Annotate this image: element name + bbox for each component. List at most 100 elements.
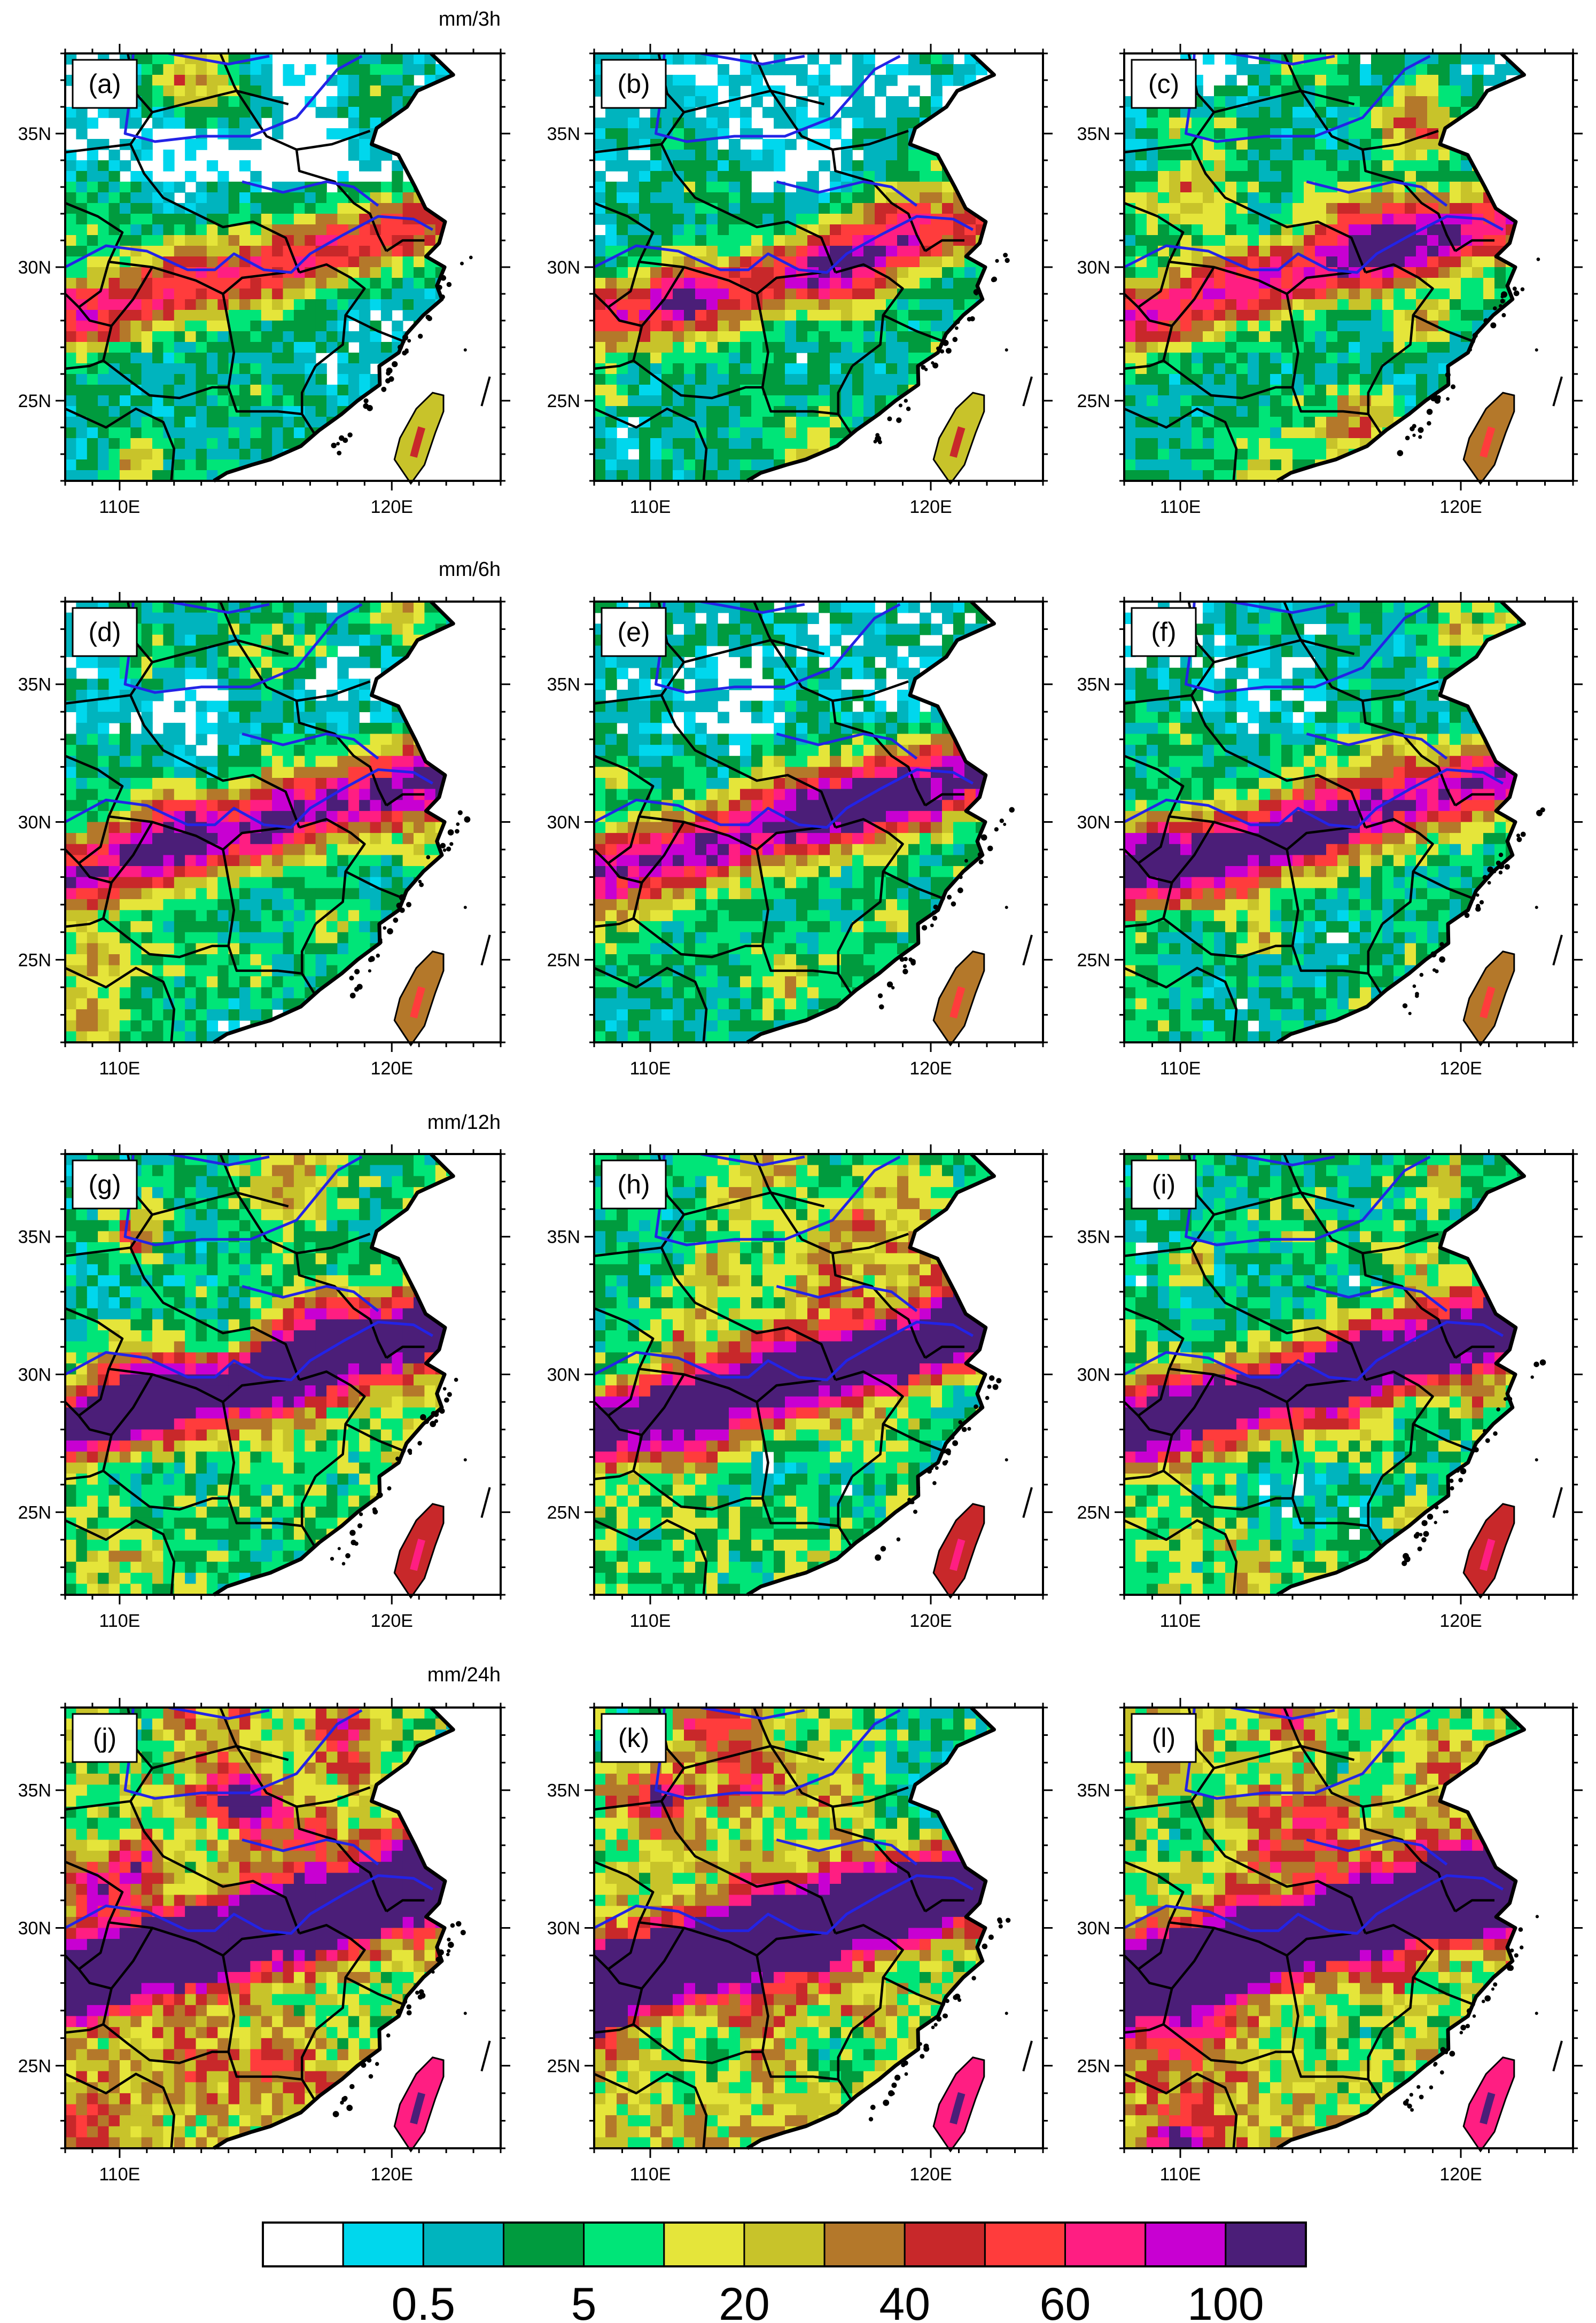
- precip-cell: [283, 289, 294, 300]
- precip-cell: [65, 331, 77, 342]
- precip-cell: [796, 289, 808, 300]
- precip-cell: [283, 331, 294, 342]
- precip-cell: [272, 438, 284, 449]
- precip-cell: [774, 267, 785, 278]
- precip-cell: [920, 267, 931, 278]
- precip-cell: [1472, 182, 1484, 193]
- precip-cell: [1315, 427, 1327, 439]
- precip-cell: [1270, 299, 1282, 310]
- precip-cell: [392, 53, 403, 65]
- precip-cell: [87, 374, 98, 385]
- precip-cell: [108, 331, 120, 342]
- coastal-island: [1483, 318, 1489, 324]
- precip-cell: [141, 385, 153, 396]
- precip-cell: [315, 374, 327, 385]
- precip-cell: [380, 85, 393, 97]
- precip-cell: [1427, 363, 1439, 375]
- precip-cell: [152, 214, 164, 225]
- precip-cell: [706, 353, 718, 364]
- precip-cell: [315, 331, 327, 342]
- precip-cell: [1405, 256, 1416, 268]
- precip-cell: [1259, 299, 1271, 310]
- precip-cell: [348, 267, 360, 278]
- precip-cell: [650, 150, 662, 161]
- precip-cell: [1461, 96, 1473, 107]
- precip-cell: [1281, 438, 1293, 449]
- precip-cell: [359, 623, 371, 635]
- precip-cell: [1349, 256, 1360, 268]
- precip-cell: [751, 203, 763, 214]
- precip-cell: [152, 602, 164, 613]
- precip-cell: [163, 406, 175, 417]
- precip-cell: [1382, 395, 1394, 407]
- precip-cell: [196, 64, 207, 75]
- precip-cell: [196, 299, 207, 310]
- precip-cell: [807, 374, 819, 385]
- precip-cell: [706, 182, 718, 193]
- lat-tick-label: 30N: [547, 258, 580, 278]
- precip-cell: [141, 321, 153, 332]
- precip-cell: [841, 224, 853, 236]
- coastal-island: [1426, 409, 1433, 415]
- precip-cell: [1315, 203, 1327, 214]
- precip-cell: [1236, 470, 1248, 481]
- precip-cell: [841, 256, 853, 268]
- precip-cell: [141, 64, 153, 75]
- precip-cell: [402, 75, 414, 86]
- precip-cell: [108, 353, 120, 364]
- precip-cell: [130, 214, 142, 225]
- precip-cell: [1461, 299, 1473, 310]
- precip-cell: [402, 299, 414, 310]
- precip-cell: [185, 139, 197, 150]
- precip-cell: [305, 321, 316, 332]
- precip-cell: [1360, 203, 1372, 214]
- precip-cell: [695, 53, 707, 65]
- precip-cell: [1427, 246, 1439, 257]
- precip-cell: [740, 331, 752, 342]
- precip-cell: [673, 235, 684, 246]
- precip-cell: [305, 623, 316, 635]
- precip-cell: [706, 224, 718, 236]
- precip-cell: [751, 235, 763, 246]
- precip-cell: [1360, 118, 1372, 129]
- precip-cell: [283, 645, 294, 657]
- precip-cell: [87, 310, 98, 321]
- precip-cell: [908, 278, 920, 289]
- province-boundary: [108, 260, 286, 295]
- precip-cell: [283, 417, 294, 428]
- precip-cell: [261, 623, 273, 635]
- precip-cell: [1382, 289, 1394, 300]
- precip-cell: [875, 75, 886, 86]
- coastal-island: [1427, 421, 1431, 426]
- precip-cell: [807, 246, 819, 257]
- precip-cell: [706, 107, 718, 118]
- precip-cell: [250, 299, 262, 310]
- precip-cell: [650, 256, 662, 268]
- precip-cell: [740, 459, 752, 471]
- panel-label-box: [1131, 59, 1197, 109]
- precip-cell: [875, 299, 886, 310]
- precip-cell: [1427, 235, 1439, 246]
- precip-cell: [639, 278, 651, 289]
- precip-cell: [706, 470, 718, 481]
- precip-cell: [87, 299, 98, 310]
- precip-cell: [130, 107, 142, 118]
- precip-cell: [206, 427, 219, 439]
- precip-cell: [684, 395, 696, 407]
- precip-cell: [1214, 256, 1226, 268]
- taiwan-rain-core: [949, 426, 966, 458]
- precip-cell: [639, 118, 651, 129]
- precip-cell: [152, 299, 164, 310]
- precip-cell: [1315, 395, 1327, 407]
- precip-cell: [1203, 224, 1214, 236]
- precip-cell: [617, 470, 628, 481]
- precip-cell: [1405, 385, 1416, 396]
- precip-cell: [1483, 224, 1495, 236]
- precip-cell: [293, 310, 306, 321]
- precip-cell: [1124, 214, 1136, 225]
- precip-cell: [337, 96, 349, 107]
- precip-cell: [1416, 107, 1428, 118]
- precip-cell: [65, 417, 77, 428]
- lat-tick-label: 25N: [547, 391, 580, 411]
- precip-cell: [359, 118, 371, 129]
